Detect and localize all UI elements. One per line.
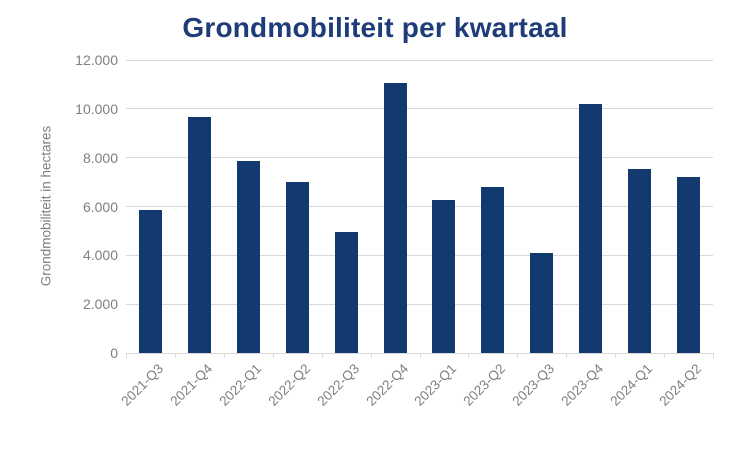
x-tick-label: 2024-Q2 <box>656 361 705 409</box>
y-tick-label: 0 <box>110 345 118 361</box>
y-tick-label: 12.000 <box>75 52 118 68</box>
x-tick-mark <box>615 353 617 358</box>
gridline <box>126 303 713 305</box>
x-tick-mark <box>272 353 274 358</box>
x-tick-label: 2021-Q4 <box>167 361 215 409</box>
x-tick-label: 2023-Q1 <box>411 361 460 409</box>
gridline <box>126 254 713 256</box>
y-tick-label: 6.000 <box>82 198 118 215</box>
bar-2023-Q3 <box>530 252 554 353</box>
y-tick-label: 10.000 <box>75 100 118 117</box>
x-tick-mark <box>664 353 666 358</box>
x-tick-mark <box>468 353 470 358</box>
bar-2022-Q2 <box>285 182 309 353</box>
x-tick-mark <box>223 353 225 358</box>
x-tick-mark <box>566 353 568 358</box>
x-tick-mark <box>419 353 421 358</box>
x-tick-label: 2022-Q1 <box>216 361 264 409</box>
x-tick-mark <box>370 353 372 358</box>
chart-title: Grondmobiliteit per kwartaal <box>182 12 568 43</box>
x-tick-mark <box>174 353 176 358</box>
bar-2021-Q3 <box>138 210 162 353</box>
gridline <box>126 108 713 110</box>
y-tick-label: 8.000 <box>82 149 118 166</box>
x-tick-mark <box>321 353 323 358</box>
x-tick-label: 2023-Q3 <box>509 361 558 409</box>
gridline <box>126 59 713 61</box>
x-tick-label: 2023-Q2 <box>460 361 509 409</box>
gridline <box>126 157 713 159</box>
x-tick-label: 2023-Q4 <box>558 361 607 409</box>
x-tick-label: 2022-Q3 <box>313 361 362 409</box>
bar-2022-Q3 <box>334 232 358 353</box>
x-tick-label: 2021-Q3 <box>118 361 167 409</box>
x-tick-mark <box>126 353 127 358</box>
bar-2024-Q1 <box>628 168 652 353</box>
bar-2022-Q1 <box>236 161 260 353</box>
bar-2023-Q2 <box>481 186 505 353</box>
gridline <box>126 206 713 207</box>
x-tick-mark <box>713 353 714 358</box>
bar-2023-Q4 <box>579 103 603 353</box>
x-tick-label: 2022-Q2 <box>265 361 313 409</box>
x-tick-mark <box>517 353 519 358</box>
x-tick-label: 2024-Q1 <box>607 361 656 409</box>
bar-2023-Q1 <box>432 200 456 353</box>
bar-2021-Q4 <box>187 117 211 353</box>
y-tick-label: 4.000 <box>82 247 118 264</box>
x-tick-label: 2022-Q4 <box>362 361 411 409</box>
y-tick-label: 2.000 <box>82 296 118 313</box>
bar-2022-Q4 <box>383 83 407 353</box>
bar-2024-Q2 <box>677 177 701 353</box>
